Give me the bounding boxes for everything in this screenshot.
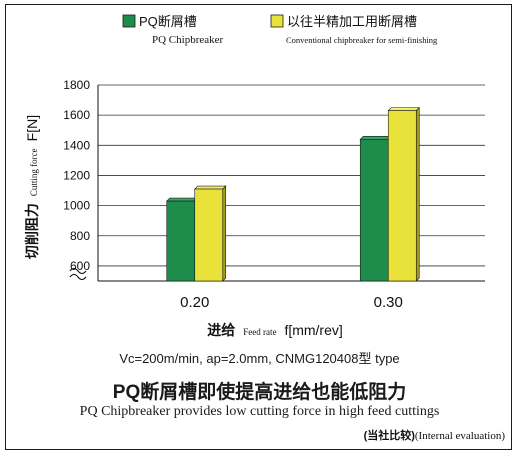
plot-area: 600 800 1000 1200 1400 1600 1800 0.20 0.30 bbox=[63, 78, 485, 311]
x-tick-label: 0.30 bbox=[374, 294, 403, 311]
y-axis-title-en: Cutting force bbox=[29, 148, 39, 196]
y-axis-title-unit: F[N] bbox=[24, 115, 40, 141]
legend-label-pq: PQ断屑槽 bbox=[139, 14, 197, 29]
evaluation-note-cn: (当社比较) bbox=[363, 430, 415, 442]
bar-conventional-0.20 bbox=[194, 188, 224, 282]
evaluation-note-en: (Internal evaluation) bbox=[414, 430, 505, 442]
legend-swatch-pq bbox=[122, 14, 136, 28]
bar-pq-0.30 bbox=[359, 138, 389, 282]
legend-sublabel-pq: PQ Chipbreaker bbox=[152, 34, 224, 46]
legend-swatch-conventional bbox=[270, 14, 284, 28]
x-axis-title-en: Feed rate bbox=[243, 327, 276, 337]
bar-pq-0.20 bbox=[166, 200, 196, 282]
bar-top-face bbox=[194, 185, 227, 190]
figure-frame: PQ断屑槽 PQ Chipbreaker 以往半精加工用断屑槽 Conventi… bbox=[5, 4, 512, 450]
axis-break-symbol bbox=[69, 273, 87, 281]
bar-top-face bbox=[166, 197, 199, 202]
bar-conventional-0.30 bbox=[387, 110, 417, 282]
y-tick-label: 1200 bbox=[63, 168, 90, 182]
legend: PQ断屑槽 PQ Chipbreaker 以往半精加工用断屑槽 Conventi… bbox=[122, 14, 438, 46]
evaluation-note: (当社比较)(Internal evaluation) bbox=[364, 427, 505, 443]
y-tick-label: 1400 bbox=[63, 138, 90, 152]
y-tick-label: 1600 bbox=[63, 108, 90, 122]
y-axis-title-cn: 切削阻力 bbox=[24, 203, 40, 259]
x-axis-title-cn: 进给 bbox=[207, 322, 235, 338]
bar-side-face bbox=[222, 185, 227, 282]
axis-break-symbol bbox=[69, 267, 87, 275]
y-tick-label: 1000 bbox=[63, 199, 90, 213]
legend-label-conventional: 以往半精加工用断屑槽 bbox=[287, 14, 417, 29]
x-axis-title: 进给 Feed rate f[mm/rev] bbox=[207, 322, 343, 339]
x-axis-title-unit: f[mm/rev] bbox=[284, 322, 342, 338]
legend-sublabel-conventional: Conventional chipbreaker for semi-finish… bbox=[286, 35, 438, 45]
y-tick-label: 800 bbox=[70, 229, 90, 243]
bar-top-face bbox=[359, 135, 392, 140]
y-axis-title: 切削阻力 Cutting force F[N] bbox=[24, 115, 41, 259]
x-tick-label: 0.20 bbox=[180, 294, 209, 311]
subheadline: PQ Chipbreaker provides low cutting forc… bbox=[79, 404, 440, 419]
bar-chart: PQ断屑槽 PQ Chipbreaker 以往半精加工用断屑槽 Conventi… bbox=[24, 14, 485, 339]
bar-top-face bbox=[387, 107, 420, 111]
y-tick-label: 1800 bbox=[63, 78, 90, 92]
bar-side-face bbox=[415, 106, 420, 282]
headline: PQ断屑槽即使提高进给也能低阻力 bbox=[112, 382, 407, 403]
y-tick-label: 600 bbox=[70, 259, 90, 273]
cutting-conditions: Vc=200m/min, ap=2.0mm, CNMG120408型 type bbox=[119, 351, 400, 366]
svg-text:切削阻力 Cutting force: 切削阻力 Cutting force F[N] bbox=[24, 115, 41, 259]
